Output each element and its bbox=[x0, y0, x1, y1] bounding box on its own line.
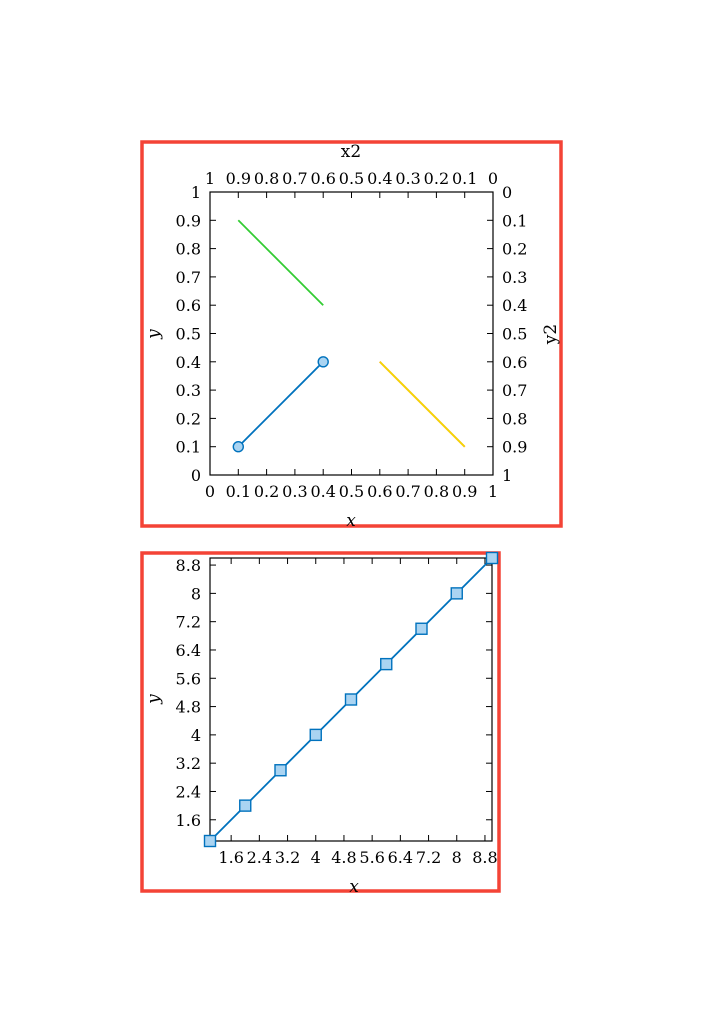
chart-1-x2-tick-label: 0.1 bbox=[452, 169, 477, 188]
chart-1-series-line-blue bbox=[237, 361, 324, 448]
chart-1-y-tick-label: 0 bbox=[191, 466, 201, 485]
chart-2-x-tick-label: 3.2 bbox=[275, 848, 300, 867]
chart-1-x2-tick-label: 0.5 bbox=[339, 169, 364, 188]
chart-1-ticks: 0 0.1 0.2 0.3 0.4 0.5 0.6 0.7 0.8 0.9 11 0.9 0.8 0.7 0… bbox=[176, 169, 528, 501]
chart-2-x-tick-label: 1.6 bbox=[218, 848, 243, 867]
chart-1-x-tick-label: 0.5 bbox=[339, 482, 364, 501]
chart-1-y-tick-label: 0.3 bbox=[176, 381, 201, 400]
chart-1-data-point bbox=[232, 441, 245, 453]
chart-1-highlight-frame bbox=[140, 140, 563, 528]
chart-2-data-point bbox=[309, 728, 322, 742]
chart-2-y-tick-label: 4.8 bbox=[176, 698, 201, 717]
chart-2-highlight-frame bbox=[140, 551, 501, 893]
chart-1-x-tick-label: 0.3 bbox=[282, 482, 307, 501]
chart-1-x-tick-label: 0.4 bbox=[310, 482, 335, 501]
chart-1-y-tick-label: 0.4 bbox=[176, 353, 201, 372]
chart-1-series-line-yellow bbox=[379, 361, 466, 448]
chart-1-y-tick-label: 0.1 bbox=[176, 438, 201, 457]
chart-2-y-tick-label: 8.8 bbox=[176, 556, 201, 575]
chart-2-x-axis-title: x bbox=[349, 877, 359, 897]
chart-2-y-tick-label: 4 bbox=[191, 726, 201, 745]
chart-1-x2-tick-label: 0.4 bbox=[367, 169, 392, 188]
chart-1-y2-tick-label: 0 bbox=[502, 183, 512, 202]
chart-1: 0 0.1 0.2 0.3 0.4 0.5 0.6 0.7 0.8 0.9 11 0.9 0.8 0.7 0… bbox=[140, 140, 563, 531]
chart-2-data-point bbox=[450, 587, 463, 600]
chart-1-y-tick-label: 0.2 bbox=[176, 409, 201, 428]
chart-1-x2-tick-label: 0.6 bbox=[310, 169, 335, 188]
chart-1-y2-tick-label: 0.2 bbox=[502, 240, 527, 259]
chart-2-x-tick-label: 8.8 bbox=[472, 848, 497, 867]
chart-2-data-point bbox=[485, 551, 499, 565]
chart-1-series bbox=[232, 219, 466, 453]
chart-1-x2-tick-label: 1 bbox=[205, 169, 215, 188]
chart-1-y-tick-label: 0.7 bbox=[176, 268, 201, 287]
chart-1-x-tick-label: 0 bbox=[205, 482, 215, 501]
chart-1-y-tick-label: 0.8 bbox=[176, 240, 201, 259]
chart-2-data-point bbox=[274, 764, 287, 777]
chart-1-y2-axis-title: y2 bbox=[541, 324, 561, 345]
chart-2-y-tick-label: 5.6 bbox=[176, 669, 201, 688]
chart-2-data-point bbox=[415, 622, 428, 635]
chart-1-y-tick-label: 1 bbox=[191, 183, 201, 202]
chart-1-x2-tick-label: 0.7 bbox=[282, 169, 307, 188]
chart-1-y2-tick-label: 0.5 bbox=[502, 325, 527, 344]
chart-1-y2-tick-label: 0.6 bbox=[502, 353, 527, 372]
chart-2-ticks: 1.6 2.4 3.2 4 4.8 5.6 6.4 7.2 8 8.81.62.43.244.85… bbox=[176, 556, 498, 867]
chart-1-x2-tick-label: 0.3 bbox=[395, 169, 420, 188]
chart-2-data-point bbox=[239, 799, 252, 812]
chart-1-y2-tick-label: 1 bbox=[502, 466, 512, 485]
chart-1-y2-tick-label: 0.3 bbox=[502, 268, 527, 287]
chart-2-y-tick-label: 7.2 bbox=[176, 613, 201, 632]
chart-2-x-tick-label: 7.2 bbox=[416, 848, 441, 867]
chart-1-x-tick-label: 0.1 bbox=[226, 482, 251, 501]
chart-2-x-tick-label: 4 bbox=[311, 848, 321, 867]
chart-1-y2-tick-label: 0.8 bbox=[502, 409, 527, 428]
chart-1-x2-axis-title: x2 bbox=[341, 142, 361, 162]
chart-1-y2-tick-label: 0.7 bbox=[502, 381, 527, 400]
chart-1-x-axis-title: x bbox=[346, 511, 356, 531]
chart-1-x-tick-label: 0.7 bbox=[395, 482, 420, 501]
chart-2-y-tick-label: 2.4 bbox=[176, 782, 201, 801]
chart-2-y-axis-title: y bbox=[144, 694, 164, 705]
chart-1-x-tick-label: 0.2 bbox=[254, 482, 279, 501]
chart-1-y2-tick-label: 0.1 bbox=[502, 211, 527, 230]
chart-1-x2-tick-label: 0.8 bbox=[254, 169, 279, 188]
chart-1-y2-tick-label: 0.4 bbox=[502, 296, 527, 315]
chart-1-data-point bbox=[317, 356, 329, 368]
chart-1-x-tick-label: 0.9 bbox=[452, 482, 477, 501]
chart-2-data-point bbox=[344, 693, 358, 706]
chart-2-y-tick-label: 3.2 bbox=[176, 754, 201, 773]
chart-1-y2-tick-label: 0.9 bbox=[502, 438, 527, 457]
chart-1-x2-tick-label: 0 bbox=[488, 169, 498, 188]
chart-1-y-tick-label: 0.5 bbox=[176, 325, 201, 344]
chart-2-y-tick-label: 8 bbox=[191, 584, 201, 603]
chart-1-x2-tick-label: 0.2 bbox=[424, 169, 449, 188]
chart-2: 1.6 2.4 3.2 4 4.8 5.6 6.4 7.2 8 8.81.62.43.244.85… bbox=[140, 551, 501, 897]
chart-2-y-tick-label: 1.6 bbox=[176, 811, 201, 830]
chart-1-y-tick-label: 0.6 bbox=[176, 296, 201, 315]
chart-2-data-point bbox=[203, 834, 217, 848]
chart-1-series-line-green bbox=[237, 219, 324, 306]
chart-1-x2-tick-label: 0.9 bbox=[226, 169, 251, 188]
chart-2-x-tick-label: 6.4 bbox=[388, 848, 413, 867]
chart-2-y-tick-label: 6.4 bbox=[176, 641, 201, 660]
chart-1-x-tick-label: 1 bbox=[488, 482, 498, 501]
chart-1-y-tick-label: 0.9 bbox=[176, 211, 201, 230]
chart-2-series bbox=[203, 551, 499, 848]
chart-1-x-tick-label: 0.6 bbox=[367, 482, 392, 501]
chart-2-x-tick-label: 8 bbox=[452, 848, 462, 867]
chart-2-x-tick-label: 2.4 bbox=[247, 848, 272, 867]
chart-2-x-tick-label: 5.6 bbox=[359, 848, 384, 867]
chart-2-data-point bbox=[380, 657, 393, 671]
chart-2-x-tick-label: 4.8 bbox=[331, 848, 356, 867]
chart-1-x-tick-label: 0.8 bbox=[424, 482, 449, 501]
chart-1-y-axis-title: y bbox=[144, 329, 164, 340]
